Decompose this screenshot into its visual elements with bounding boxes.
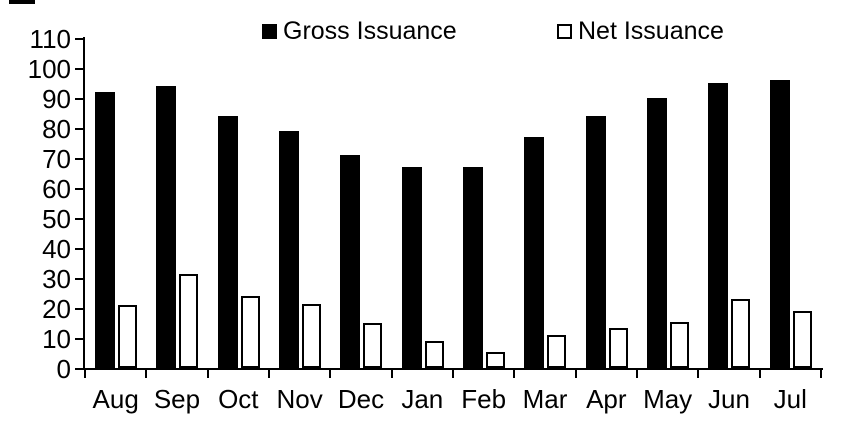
x-axis-tick-label: Oct (218, 384, 259, 414)
x-axis-tick (451, 370, 454, 378)
net-bar-apr (608, 327, 628, 368)
legend-item-net: Net Issuance (557, 18, 724, 44)
y-axis-tick (75, 188, 83, 190)
gross-bar-mar (524, 137, 545, 368)
gross-bar-aug (95, 92, 115, 368)
x-axis-tick-label: Apr (586, 384, 627, 414)
gross-bar-dec (340, 155, 361, 368)
gross-bar-jan (401, 167, 422, 368)
y-axis-tick (75, 98, 83, 100)
y-axis-tick (75, 128, 83, 130)
net-issuance-legend-marker-icon (557, 23, 572, 39)
net-bar-may (669, 321, 689, 368)
y-axis-tick-label: 80 (42, 114, 71, 144)
x-axis-line (83, 368, 823, 370)
x-axis-tick (267, 370, 270, 378)
top-left-mark (9, 0, 35, 4)
net-bar-sep (179, 273, 199, 368)
gross-bar-feb (462, 167, 483, 368)
gross-bar-may (646, 98, 667, 368)
x-axis-tick (145, 370, 148, 378)
y-axis-tick-label: 50 (42, 204, 71, 234)
x-axis-tick (390, 370, 393, 378)
legend-item-gross: Gross Issuance (262, 18, 457, 44)
net-bar-nov (301, 303, 321, 368)
y-axis-tick (75, 68, 83, 70)
y-axis-tick (75, 278, 83, 280)
y-axis-tick (75, 248, 83, 250)
net-bar-oct (240, 296, 260, 368)
net-bar-feb (485, 351, 505, 368)
x-axis-tick (697, 370, 700, 378)
x-axis-tick-label: Dec (337, 384, 385, 414)
y-axis-tick (75, 218, 83, 220)
x-axis-tick (513, 370, 516, 378)
y-axis-tick-label: 60 (42, 174, 71, 204)
net-bar-jul (792, 311, 812, 368)
net-bar-mar (547, 335, 567, 368)
x-axis-tick-label: Nov (276, 384, 323, 414)
y-axis-tick-label: 90 (42, 84, 71, 114)
x-axis-tick-label: Mar (522, 384, 568, 414)
gross-issuance-legend-label: Gross Issuance (283, 17, 457, 45)
gross-bar-jul (769, 80, 790, 368)
y-axis-tick (75, 368, 83, 370)
x-axis-tick-label: Feb (461, 384, 507, 414)
x-axis-tick-label: May (643, 384, 693, 414)
gross-bar-jun (708, 83, 729, 368)
x-axis-tick-label: Sep (153, 384, 201, 414)
x-axis-tick (206, 370, 209, 378)
gross-bar-sep (156, 86, 177, 368)
y-axis-tick-label: 0 (56, 354, 71, 384)
x-axis-tick-label: Jan (401, 384, 444, 414)
x-axis-tick (635, 370, 638, 378)
x-axis-tick (84, 370, 86, 378)
net-bar-dec (363, 323, 383, 368)
y-axis-line (83, 37, 85, 370)
y-axis-tick-label: 20 (42, 294, 71, 324)
net-issuance-legend-label: Net Issuance (578, 17, 724, 45)
y-axis-tick (75, 338, 83, 340)
net-bar-jan (424, 341, 444, 368)
net-bar-jun (731, 299, 751, 368)
gross-issuance-legend-marker-icon (262, 23, 277, 39)
gross-bar-apr (585, 116, 606, 368)
y-axis-tick (75, 38, 83, 40)
x-axis-tick-label: Aug (92, 384, 139, 414)
y-axis-tick-label: 100 (27, 54, 71, 84)
gross-bar-oct (217, 116, 238, 368)
x-axis-tick (329, 370, 332, 378)
x-axis-tick (574, 370, 577, 378)
net-bar-aug (118, 305, 137, 368)
y-axis-tick-label: 10 (42, 324, 71, 354)
y-axis-tick (75, 308, 83, 310)
x-axis-tick-label: Jul (773, 384, 807, 414)
gross-bar-nov (278, 131, 299, 368)
x-axis-tick (819, 370, 822, 378)
y-axis-tick-label: 70 (42, 144, 71, 174)
y-axis-tick (75, 158, 83, 160)
y-axis-tick-label: 40 (42, 234, 71, 264)
x-axis-tick-label: Jun (707, 384, 750, 414)
y-axis-tick-label: 110 (29, 24, 71, 54)
x-axis-tick (758, 370, 761, 378)
y-axis-tick-label: 30 (42, 264, 71, 294)
